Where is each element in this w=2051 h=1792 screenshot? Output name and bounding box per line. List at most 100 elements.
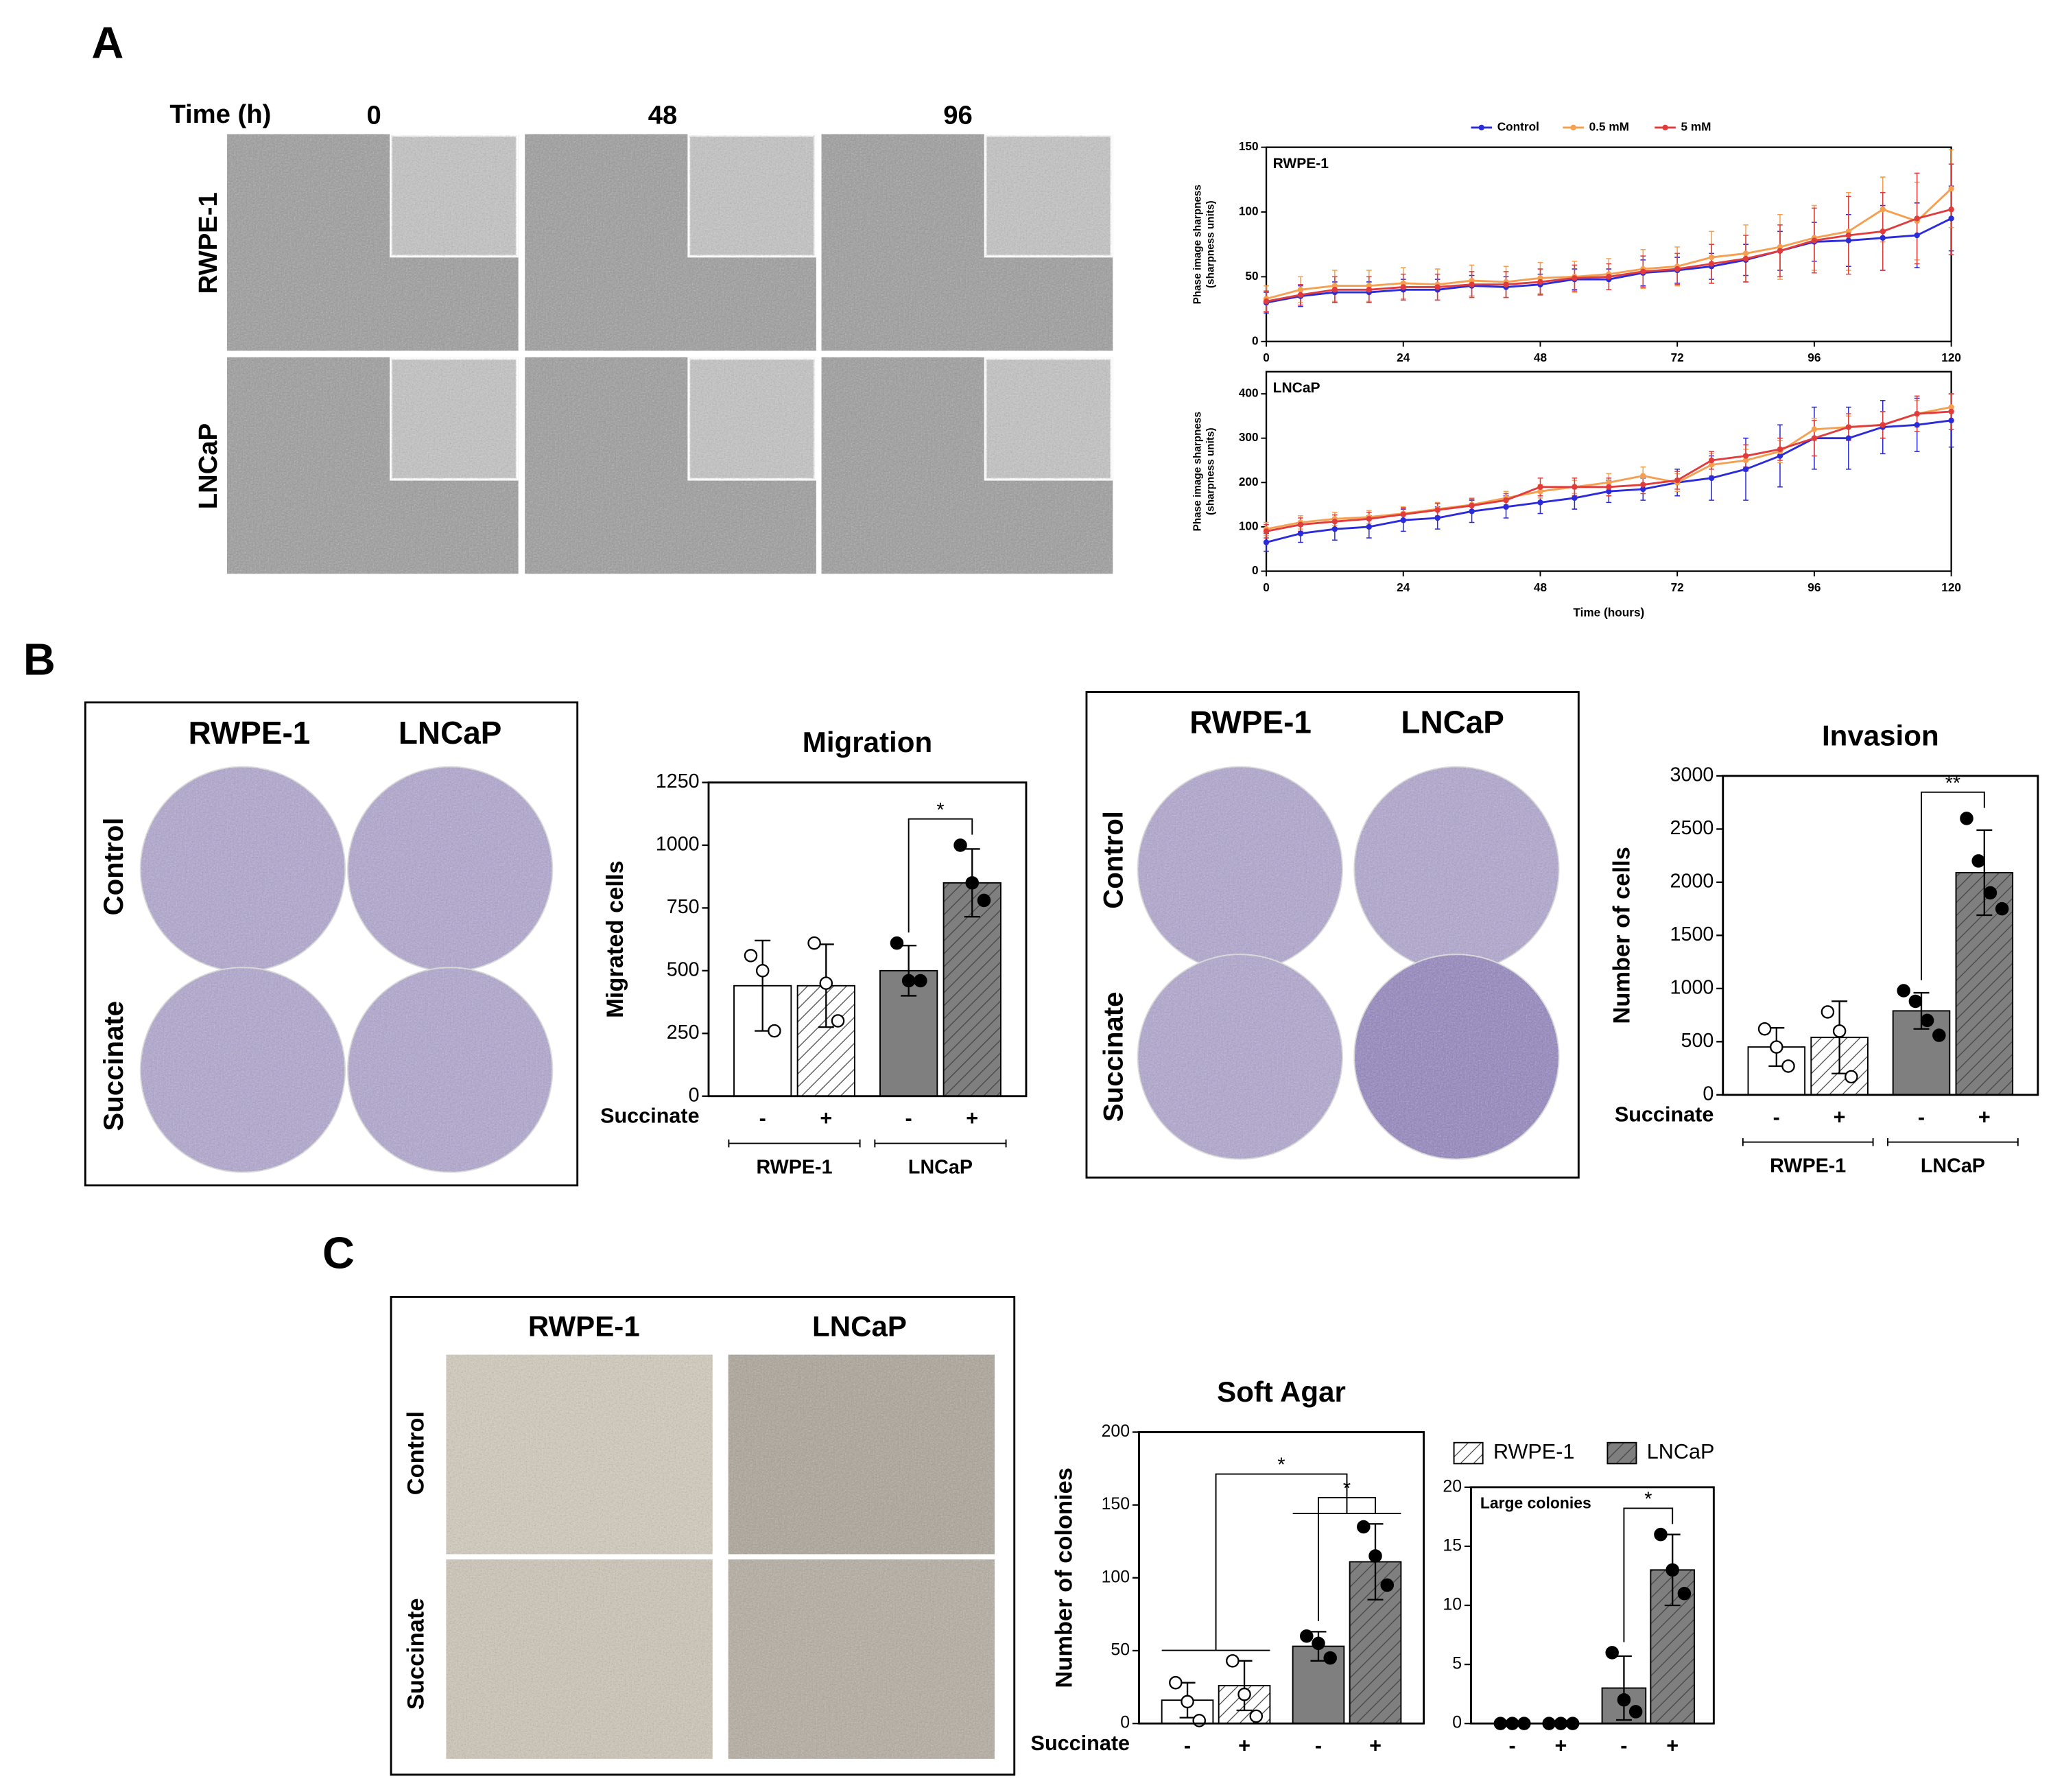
significance-label: * (1644, 1489, 1652, 1511)
x-tick-label: + (820, 1107, 832, 1130)
image-frame (84, 701, 579, 1187)
marker (1331, 518, 1338, 525)
chart-title: Migration (803, 726, 932, 758)
row-label: Succinate (98, 1001, 129, 1131)
y-tick-label: 2000 (1670, 870, 1714, 892)
x-tick-label: + (1666, 1734, 1679, 1758)
data-point (1249, 1709, 1264, 1723)
marker (1742, 453, 1749, 459)
x-tick-label: 72 (1671, 351, 1684, 364)
data-point (1226, 1654, 1240, 1668)
y-axis-label: Number of colonies (1051, 1467, 1077, 1688)
marker (1640, 486, 1646, 493)
micrograph-texture (446, 1354, 713, 1555)
data-point (1665, 1563, 1679, 1577)
marker (1469, 508, 1475, 515)
x-tick-label: + (1238, 1734, 1250, 1758)
y-tick-label: 0 (1252, 333, 1259, 347)
marker (1914, 422, 1920, 428)
legend-marker (1662, 124, 1668, 131)
significance-bracket (1921, 791, 1985, 980)
y-tick-label: 300 (1239, 430, 1259, 444)
y-axis-label: Number of cells (1609, 847, 1635, 1024)
y-axis-label: (sharpness units) (1205, 200, 1217, 288)
data-point (1960, 812, 1973, 825)
data-point (819, 976, 833, 990)
x-tick-label: 0 (1263, 351, 1270, 364)
row-label: Control (403, 1411, 429, 1495)
marker (1948, 404, 1954, 410)
data-point (1971, 854, 1985, 868)
marker (1777, 453, 1783, 459)
column-label: RWPE-1 (189, 715, 311, 751)
marker (1708, 254, 1715, 261)
data-point (1770, 1040, 1783, 1054)
group-line (1887, 1137, 2019, 1146)
data-point (977, 893, 991, 908)
marker (1606, 484, 1612, 490)
data-point (1781, 1059, 1795, 1073)
column-label: RWPE-1 (528, 1310, 640, 1342)
micrograph-texture (728, 1354, 995, 1555)
x-tick-label: 96 (1807, 580, 1821, 594)
legend-swatch (1607, 1441, 1637, 1465)
marker (1400, 511, 1406, 518)
inset-texture (391, 358, 517, 480)
annotation: LNCaP (1273, 380, 1320, 396)
time-label: Time (h) (169, 99, 271, 129)
marker (1606, 274, 1612, 280)
marker (1811, 237, 1818, 244)
data-point (1845, 1070, 1858, 1084)
x-tick-label: + (1369, 1734, 1382, 1758)
x-tick-label: 96 (1807, 351, 1821, 364)
marker (1606, 480, 1612, 486)
data-point (1832, 1024, 1847, 1038)
significance-label: ** (1945, 773, 1960, 794)
marker (1263, 539, 1270, 545)
marker (1366, 523, 1373, 530)
marker (1914, 410, 1920, 417)
x-tick-label: - (759, 1107, 766, 1130)
group-label: RWPE-1 (1770, 1155, 1846, 1177)
x-tick-label: 0 (1263, 580, 1270, 594)
marker (1297, 530, 1304, 537)
inset-texture (689, 358, 815, 480)
data-point (1605, 1646, 1619, 1660)
marker (1469, 281, 1475, 287)
y-axis-label: Phase image sharpness (1192, 185, 1204, 304)
inset-texture (985, 358, 1112, 480)
y-axis-label: Migrated cells (602, 860, 628, 1018)
y-tick-label: 3000 (1670, 764, 1714, 786)
y-tick-label: 100 (1239, 204, 1259, 218)
marker (1708, 462, 1715, 468)
row-label: RWPE-1 (193, 192, 223, 294)
significance-bracket (1318, 1497, 1376, 1622)
y-tick-label: 750 (667, 896, 700, 918)
marker (1503, 497, 1509, 504)
data-point (1617, 1693, 1631, 1707)
marker (1948, 408, 1954, 415)
column-label: LNCaP (1401, 704, 1504, 740)
y-tick-label: 100 (1239, 519, 1259, 532)
well-texture (140, 766, 346, 971)
inset-texture (985, 135, 1112, 257)
data-point (1654, 1527, 1668, 1542)
legend-label: Control (1497, 119, 1539, 133)
data-point (1983, 886, 1997, 900)
marker (1742, 457, 1749, 464)
data-point (914, 974, 927, 988)
well-texture (140, 967, 346, 1172)
marker (1640, 268, 1646, 275)
inset-texture (689, 135, 815, 257)
marker (1811, 435, 1818, 441)
y-tick-label: 0 (1252, 563, 1259, 577)
y-tick-label: 0 (1452, 1713, 1462, 1732)
micrograph-texture (728, 1559, 995, 1759)
x-tick-label: - (1620, 1734, 1627, 1758)
marker (1880, 228, 1886, 235)
x-tick-label: 120 (1941, 351, 1961, 364)
x-tick-label: 72 (1671, 580, 1684, 594)
marker (1948, 185, 1954, 192)
data-point (1237, 1687, 1251, 1701)
